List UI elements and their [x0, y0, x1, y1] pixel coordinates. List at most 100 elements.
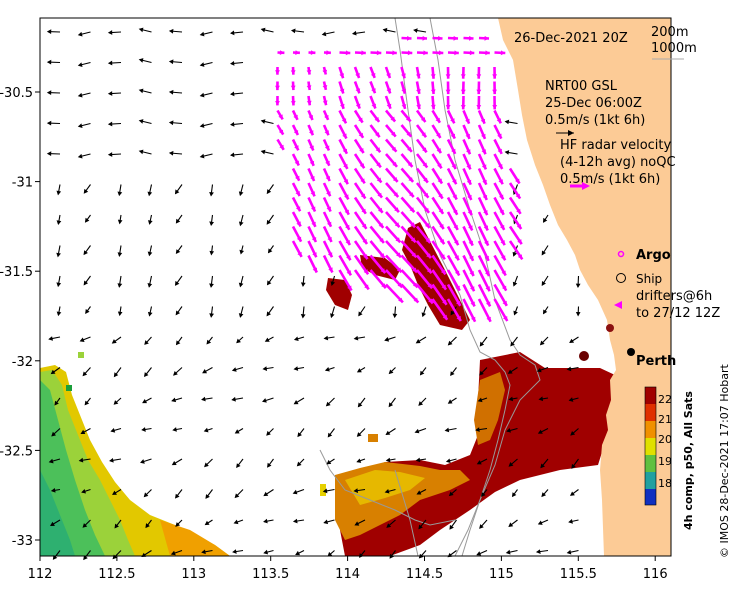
radar-arrow-head [456, 316, 461, 321]
radar-arrow-head [409, 192, 414, 197]
model-arrow-head [83, 280, 89, 286]
radar-arrow-head [438, 193, 443, 199]
radar-arrow-head [500, 50, 506, 56]
model-arrow-head [229, 61, 235, 66]
radar-arrow-head [497, 148, 502, 154]
radar-arrow-head [422, 147, 427, 153]
model-arrow-head [238, 191, 244, 197]
model-arrow-head [322, 488, 328, 494]
bathy-legend-200m: 200m [651, 25, 688, 40]
radar-arrow-head [426, 268, 432, 274]
radar-arrow-head [347, 285, 352, 291]
radar-arrow-head [355, 88, 361, 94]
radar-arrow-head [390, 116, 396, 122]
model-arrow-head [84, 217, 90, 223]
model-arrow-head [83, 555, 88, 561]
model-arrow-head [113, 400, 119, 405]
model-arrow-head [117, 252, 123, 257]
model-arrow-head [300, 314, 306, 319]
model-arrow-head [50, 521, 55, 526]
model-arrow-head [48, 336, 54, 341]
model-arrow-head [202, 368, 208, 374]
radar-arrow-head [455, 270, 460, 276]
radar-arrow-head [381, 283, 386, 289]
radar-arrow-head [378, 222, 384, 228]
model-arrow-head [82, 523, 88, 528]
radar-arrow-head [497, 133, 502, 139]
radar-arrow-head [499, 194, 504, 200]
model-arrow-head [537, 429, 543, 434]
radar-arrow-head [391, 146, 397, 152]
model-arrow-head [542, 217, 548, 223]
radar-arrow-head [430, 104, 436, 110]
model-arrow-head [356, 458, 362, 463]
model-arrow-head [505, 549, 511, 555]
model-arrow-head [479, 524, 484, 529]
model-arrow-head [475, 427, 480, 432]
model-arrow-head [234, 429, 240, 434]
radar-arrow-head [467, 194, 472, 200]
radar-arrow-head [483, 210, 488, 216]
model-arrow-head [267, 248, 273, 254]
model-arrow-head [209, 191, 214, 197]
radar-arrow-head [441, 284, 446, 290]
model-arrow-head [263, 491, 269, 497]
model-arrow-head [236, 338, 241, 344]
model-arrow-head [54, 400, 59, 406]
radar-arrow-head [306, 85, 312, 90]
radar-arrow-head [454, 240, 459, 246]
model-arrow-head [50, 488, 56, 493]
model-arrow-head [356, 368, 362, 373]
radar-arrow-head [355, 103, 361, 109]
drifters-label-line1: drifters@6h [636, 289, 712, 304]
sst-west-patch [40, 352, 230, 556]
radar-arrow-head [454, 50, 459, 56]
model-current-arrows [46, 27, 581, 561]
radar-arrow-head [290, 100, 296, 106]
radar-arrow-head [359, 163, 365, 169]
model-arrow-head [357, 402, 363, 408]
radar-arrow-head [375, 147, 381, 153]
radar-arrow-head [346, 270, 351, 276]
model-arrow-head [206, 339, 212, 345]
model-arrow-head [535, 549, 541, 554]
model-arrow-head [541, 250, 546, 256]
colorbar-tick-22: 22 [658, 393, 672, 406]
model-arrow-head [46, 90, 52, 96]
radar-arrow-head [364, 284, 369, 290]
model-arrow-head [418, 524, 423, 530]
model-arrow-head [266, 189, 272, 195]
model-arrow-head [83, 188, 89, 194]
ship-symbol-icon [616, 273, 626, 283]
radar-arrow-head [412, 282, 418, 288]
radar-arrow-head [482, 179, 487, 185]
model-arrow-head [147, 311, 153, 317]
model-arrow-head [324, 367, 330, 372]
radar-arrow-head [485, 286, 490, 292]
radar-arrow-head [438, 50, 444, 56]
radar-arrow-head [500, 240, 505, 246]
radar-arrow-head [460, 89, 466, 95]
radar-arrow-head [279, 144, 284, 150]
radar-arrow-head [407, 35, 412, 41]
radar-arrow-head [476, 105, 482, 110]
model-arrow-head [48, 458, 54, 464]
model-arrow-head [107, 91, 113, 96]
model-arrow-head [236, 463, 241, 469]
model-arrow-head [52, 555, 58, 560]
radar-arrow-head [309, 130, 314, 136]
model-arrow-head [266, 430, 271, 436]
model-arrow-head [46, 29, 52, 35]
model-arrow-head [171, 460, 177, 466]
radar-arrow-head [295, 191, 300, 196]
model-arrow-head [566, 549, 572, 555]
radar-arrow-head [363, 254, 368, 260]
drifters-label-line2: to 27/12 12Z [636, 306, 720, 321]
model-arrow-head [392, 313, 398, 319]
radar-arrow-head [453, 209, 458, 215]
radar-arrow-head [375, 132, 380, 138]
radar-arrow-head [392, 177, 398, 182]
radar-arrow-head [422, 35, 427, 41]
model-arrow-head [327, 432, 333, 438]
radar-arrow-head [454, 255, 459, 261]
